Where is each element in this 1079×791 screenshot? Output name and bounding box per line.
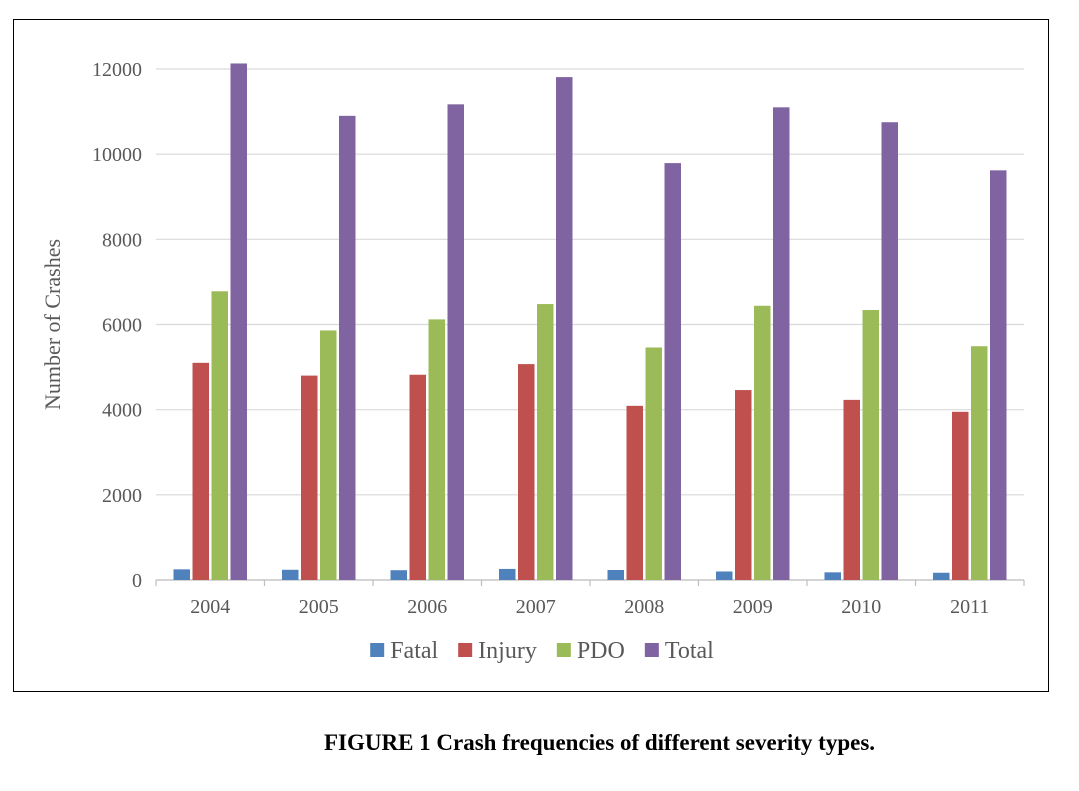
bar-total-2007	[556, 77, 573, 581]
bar-fatal-2008	[607, 569, 624, 580]
bar-injury-2009	[735, 390, 752, 580]
bar-total-2005	[339, 115, 356, 580]
bar-fatal-2011	[933, 572, 950, 580]
bar-pdo-2011	[971, 346, 988, 580]
bar-pdo-2005	[320, 330, 337, 580]
bar-injury-2006	[409, 374, 426, 580]
legend-swatch-injury	[458, 643, 473, 657]
x-tick-label: 2010	[841, 596, 881, 618]
bar-total-2011	[990, 170, 1007, 580]
figure-caption: FIGURE 1 Crash frequencies of different …	[323, 730, 876, 755]
x-tick-label: 2011	[950, 596, 989, 618]
bar-fatal-2004	[173, 569, 190, 580]
bar-pdo-2004	[211, 291, 228, 580]
bar-pdo-2007	[537, 304, 554, 580]
x-tick-label: 2006	[407, 596, 447, 618]
bar-injury-2004	[192, 362, 209, 580]
x-tick-label: 2007	[516, 596, 556, 618]
chart-frame: 0 2000 4000 6000 8000 10000 12000 2004 2005 2006 2…	[13, 19, 1049, 692]
y-tick-label: 10000	[92, 144, 142, 166]
y-tick-label: 6000	[102, 315, 142, 337]
y-tick-label: 4000	[102, 400, 142, 422]
bar-total-2009	[773, 107, 790, 580]
bar-total-2006	[447, 104, 464, 580]
bar-injury-2011	[952, 411, 969, 580]
bar-total-2010	[881, 122, 898, 581]
x-tick-label: 2008	[624, 596, 664, 618]
bar-fatal-2006	[390, 570, 407, 580]
bar-pdo-2006	[428, 319, 445, 580]
bar-pdo-2010	[862, 310, 879, 580]
legend-swatch-total	[644, 643, 659, 657]
bar-pdo-2008	[645, 347, 662, 580]
bar-pdo-2009	[754, 305, 771, 580]
legend-label-total: Total	[665, 638, 714, 664]
bar-total-2008	[664, 163, 681, 580]
y-axis-title: Number of Crashes	[40, 239, 65, 410]
x-tick-label: 2009	[733, 596, 773, 618]
bar-injury-2007	[518, 364, 535, 580]
bar-total-2004	[230, 63, 247, 580]
y-tick-label: 2000	[102, 485, 142, 507]
legend-swatch-pdo	[556, 643, 571, 657]
bar-fatal-2010	[824, 572, 841, 580]
bar-fatal-2007	[499, 568, 516, 580]
bar-chart: 0 2000 4000 6000 8000 10000 12000 2004 2005 2006 2…	[40, 59, 1025, 664]
y-tick-label: 0	[132, 570, 142, 592]
legend-label-pdo: PDO	[577, 638, 625, 664]
bar-injury-2010	[843, 399, 860, 580]
legend-label-fatal: Fatal	[390, 638, 438, 664]
legend-swatch-fatal	[370, 643, 385, 657]
bar-fatal-2009	[716, 571, 733, 580]
bar-injury-2008	[626, 405, 643, 580]
x-tick-label: 2005	[299, 596, 339, 618]
bar-injury-2005	[301, 375, 318, 580]
legend-label-injury: Injury	[478, 638, 537, 664]
y-tick-label: 8000	[102, 229, 142, 251]
y-tick-label: 12000	[92, 59, 142, 81]
x-tick-label: 2004	[190, 596, 230, 618]
bar-fatal-2005	[282, 569, 299, 580]
